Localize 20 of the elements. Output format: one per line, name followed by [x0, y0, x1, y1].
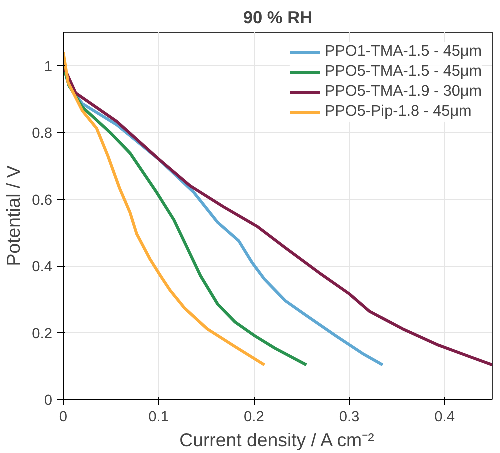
y-axis-title: Potential / V	[3, 165, 24, 266]
x-tick-label: 0.1	[148, 410, 170, 426]
legend-label: PPO5-TMA-1.5 - 45μm	[324, 63, 482, 81]
y-tick-label: 0	[44, 393, 53, 409]
line-series	[64, 64, 492, 367]
legend-label: PPO1-TMA-1.5 - 45μm	[324, 43, 482, 61]
y-tick-label: 0.8	[32, 126, 52, 142]
x-tick-label: 0.2	[244, 410, 264, 426]
chart-title: 90 % RH	[243, 8, 313, 28]
line-series	[64, 51, 266, 367]
y-tick-label: 0.6	[32, 192, 52, 209]
x-tick-label: 0.4	[434, 410, 456, 426]
x-tick-label: 0.3	[339, 410, 360, 426]
y-tick-label: 0.4	[32, 260, 52, 276]
legend-label: PPO5-TMA-1.9 - 30μm	[324, 83, 482, 101]
y-tick-label: 1	[44, 59, 53, 76]
y-tick-label: 0.2	[32, 326, 52, 342]
x-tick-label: 0	[59, 410, 68, 426]
x-axis-title: Current density / A cm⁻²	[180, 430, 374, 450]
legend-label: PPO5-Pip-1.8 - 45μm	[324, 103, 472, 121]
